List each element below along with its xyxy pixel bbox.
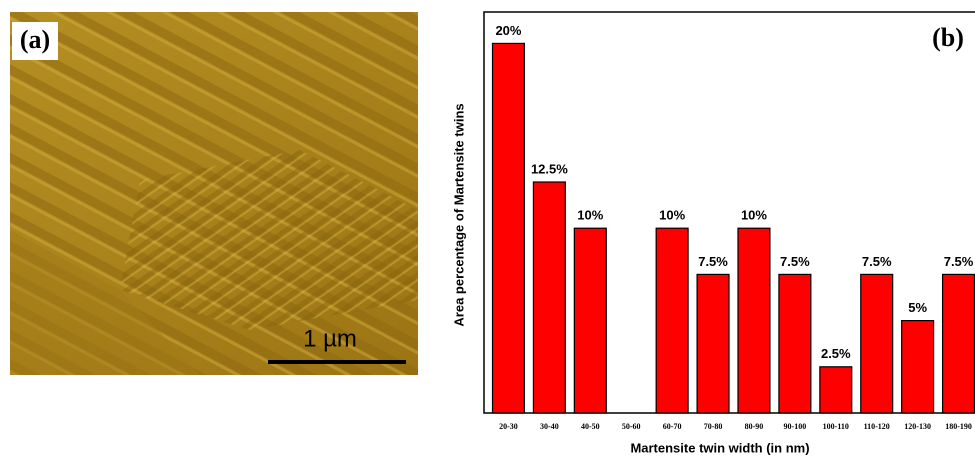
x-tick-label: 20-30 bbox=[499, 422, 518, 431]
x-tick-label: 60-70 bbox=[663, 422, 682, 431]
x-tick-label: 50-60 bbox=[622, 422, 641, 431]
bar-chart: (b) Area percentage of Martensite twins … bbox=[451, 12, 975, 455]
x-tick-label: 40-50 bbox=[581, 422, 600, 431]
figure: (a) 1 µm (b) Area percentage of Martensi… bbox=[0, 0, 975, 459]
afm-image bbox=[10, 12, 418, 375]
scale-bar bbox=[268, 360, 406, 364]
value-label: 20% bbox=[495, 23, 521, 38]
scale-bar-label: 1 µm bbox=[303, 325, 357, 352]
value-label: 10% bbox=[577, 208, 603, 223]
x-tick-label: 180-190 bbox=[945, 422, 972, 431]
value-label: 7.5% bbox=[862, 254, 892, 269]
value-label: 10% bbox=[741, 208, 767, 223]
bar bbox=[697, 274, 729, 413]
bar bbox=[820, 367, 852, 413]
x-axis-label: Martensite twin width (in nm) bbox=[630, 440, 809, 455]
value-label: 2.5% bbox=[821, 346, 851, 361]
bar bbox=[656, 228, 688, 413]
value-label: 7.5% bbox=[698, 254, 728, 269]
value-label: 7.5% bbox=[944, 254, 974, 269]
x-tick-label: 90-100 bbox=[784, 422, 807, 431]
x-tick-label: 110-120 bbox=[864, 422, 890, 431]
bar bbox=[943, 274, 975, 413]
bar bbox=[861, 274, 893, 413]
x-tick-label: 70-80 bbox=[704, 422, 723, 431]
bar bbox=[738, 228, 770, 413]
value-label: 12.5% bbox=[531, 161, 568, 176]
value-label: 7.5% bbox=[780, 254, 810, 269]
bar bbox=[493, 43, 525, 413]
x-tick-label: 30-40 bbox=[540, 422, 559, 431]
x-tick-label: 120-130 bbox=[904, 422, 931, 431]
panel-label: (b) bbox=[932, 23, 964, 52]
value-label: 10% bbox=[659, 208, 685, 223]
x-tick-label: 100-110 bbox=[823, 422, 849, 431]
page: (a) 1 µm (b) Area percentage of Martensi… bbox=[0, 0, 975, 459]
panel-label: (a) bbox=[20, 25, 50, 54]
y-axis-label: Area percentage of Martensite twins bbox=[451, 103, 466, 326]
bar bbox=[902, 321, 934, 413]
bar bbox=[533, 182, 565, 413]
x-tick-label: 80-90 bbox=[745, 422, 764, 431]
bar bbox=[574, 228, 606, 413]
bar bbox=[779, 274, 811, 413]
value-label: 5% bbox=[908, 300, 927, 315]
